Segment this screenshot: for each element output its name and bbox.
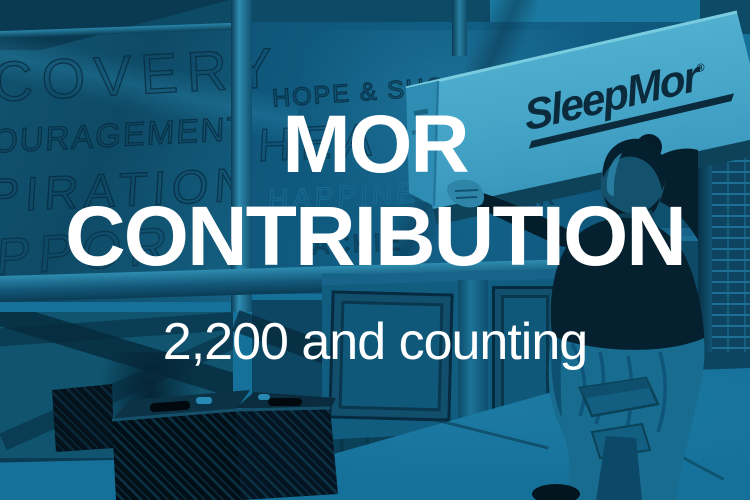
man-torso bbox=[550, 217, 704, 367]
brick-column bbox=[712, 140, 750, 372]
man-hand bbox=[447, 179, 485, 208]
man-hair bbox=[602, 138, 666, 190]
headline-line2: CONTRIBUTION bbox=[65, 189, 687, 283]
window-pane-left bbox=[0, 30, 232, 302]
man-arm bbox=[468, 188, 583, 250]
milk-crate-back bbox=[52, 384, 114, 452]
right-window-trim bbox=[654, 228, 714, 237]
window-mullion bbox=[231, 0, 252, 312]
window-mullion-upper bbox=[452, 0, 467, 56]
delivery-man bbox=[447, 134, 705, 500]
man-shoe bbox=[532, 484, 580, 500]
milk-crate-right bbox=[235, 392, 338, 500]
headline-line1: MOR bbox=[282, 99, 469, 190]
subheadline: 2,200 and counting bbox=[162, 313, 588, 371]
milk-crate-left bbox=[111, 390, 250, 500]
